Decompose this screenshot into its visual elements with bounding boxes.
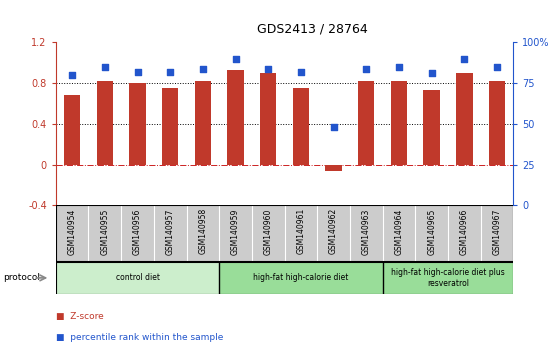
- Bar: [56, 205, 89, 262]
- Point: [133, 69, 142, 75]
- Bar: [383, 262, 513, 294]
- Bar: [252, 205, 285, 262]
- Text: GSM140959: GSM140959: [231, 208, 240, 255]
- Text: GSM140966: GSM140966: [460, 208, 469, 255]
- Point: [329, 124, 338, 130]
- Bar: [350, 205, 383, 262]
- Text: GSM140958: GSM140958: [199, 208, 208, 255]
- Bar: [219, 205, 252, 262]
- Bar: [97, 81, 113, 165]
- Text: GSM140957: GSM140957: [166, 208, 175, 255]
- Bar: [424, 90, 440, 165]
- Bar: [64, 96, 80, 165]
- Bar: [415, 205, 448, 262]
- Point: [395, 64, 403, 70]
- Text: GSM140956: GSM140956: [133, 208, 142, 255]
- Bar: [154, 205, 186, 262]
- Bar: [285, 205, 318, 262]
- Point: [493, 64, 502, 70]
- Bar: [448, 205, 480, 262]
- Bar: [195, 81, 211, 165]
- Bar: [358, 81, 374, 165]
- Point: [100, 64, 109, 70]
- Point: [427, 70, 436, 76]
- Bar: [293, 88, 309, 165]
- Text: ■  percentile rank within the sample: ■ percentile rank within the sample: [56, 333, 223, 342]
- Point: [199, 66, 208, 72]
- Bar: [325, 165, 341, 171]
- Text: GSM140964: GSM140964: [395, 208, 403, 255]
- Bar: [56, 262, 219, 294]
- Bar: [162, 88, 179, 165]
- Text: ■  Z-score: ■ Z-score: [56, 312, 104, 320]
- Text: GSM140961: GSM140961: [296, 208, 305, 255]
- Point: [166, 69, 175, 75]
- Text: protocol: protocol: [3, 273, 40, 282]
- Point: [460, 56, 469, 62]
- Bar: [383, 205, 415, 262]
- Text: GSM140955: GSM140955: [100, 208, 109, 255]
- Bar: [260, 73, 276, 165]
- Text: GSM140954: GSM140954: [68, 208, 76, 255]
- Bar: [480, 205, 513, 262]
- Text: GDS2413 / 28764: GDS2413 / 28764: [257, 22, 367, 35]
- Bar: [456, 73, 473, 165]
- Text: GSM140967: GSM140967: [493, 208, 502, 255]
- Point: [231, 56, 240, 62]
- Bar: [391, 81, 407, 165]
- Point: [296, 69, 305, 75]
- Text: GSM140962: GSM140962: [329, 208, 338, 255]
- Text: high-fat high-calorie diet plus
resveratrol: high-fat high-calorie diet plus resverat…: [391, 268, 505, 287]
- Text: control diet: control diet: [116, 273, 160, 282]
- Bar: [318, 205, 350, 262]
- Bar: [186, 205, 219, 262]
- Text: GSM140963: GSM140963: [362, 208, 371, 255]
- Point: [264, 66, 273, 72]
- Point: [68, 72, 76, 78]
- Bar: [228, 70, 244, 165]
- Text: GSM140965: GSM140965: [427, 208, 436, 255]
- Text: GSM140960: GSM140960: [264, 208, 273, 255]
- Bar: [121, 205, 154, 262]
- Bar: [89, 205, 121, 262]
- Text: high-fat high-calorie diet: high-fat high-calorie diet: [253, 273, 349, 282]
- Bar: [129, 83, 146, 165]
- Bar: [219, 262, 383, 294]
- Point: [362, 66, 371, 72]
- Bar: [489, 81, 505, 165]
